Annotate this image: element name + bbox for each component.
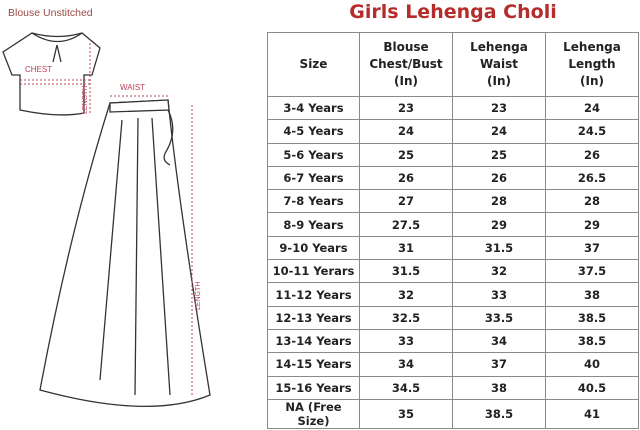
header-lehenga-length: Lehenga Length (In) xyxy=(545,32,639,97)
header-blouse-chest: Blouse Chest/Bust (In) xyxy=(359,32,453,97)
cell-size: 10-11 Yerars xyxy=(267,259,360,284)
cell-lehenga-waist: 38 xyxy=(452,375,546,400)
table-row: 13-14 Years 33 34 38.5 xyxy=(267,328,639,354)
cell-size: 13-14 Years xyxy=(267,328,360,354)
table-row: NA (Free Size) 35 38.5 41 xyxy=(267,398,639,429)
cell-lehenga-waist: 31.5 xyxy=(452,235,546,261)
cell-lehenga-waist: 23 xyxy=(452,95,546,121)
cell-lehenga-waist: 38.5 xyxy=(452,398,546,429)
cell-blouse-chest: 34 xyxy=(359,352,453,377)
cell-size: 12-13 Years xyxy=(267,305,360,330)
cell-blouse-chest: 31.5 xyxy=(359,259,453,284)
size-chart-table: Size Blouse Chest/Bust (In) Lehenga Wais… xyxy=(267,32,639,429)
table-row: 9-10 Years 31 31.5 37 xyxy=(267,235,639,261)
cell-blouse-chest: 24 xyxy=(359,119,453,144)
header-lehenga-waist: Lehenga Waist (In) xyxy=(452,32,546,97)
table-row: 4-5 Years 24 24 24.5 xyxy=(267,119,639,144)
cell-lehenga-waist: 37 xyxy=(452,352,546,377)
cell-lehenga-length: 26.5 xyxy=(545,165,639,191)
cell-lehenga-waist: 26 xyxy=(452,165,546,191)
cell-blouse-chest: 25 xyxy=(359,142,453,167)
cell-lehenga-waist: 25 xyxy=(452,142,546,167)
cell-lehenga-length: 38 xyxy=(545,282,639,307)
cell-lehenga-length: 38.5 xyxy=(545,305,639,330)
header-size: Size xyxy=(267,32,360,97)
cell-size: 8-9 Years xyxy=(267,212,360,237)
cell-lehenga-waist: 34 xyxy=(452,328,546,354)
cell-blouse-chest: 32.5 xyxy=(359,305,453,330)
table-row: 14-15 Years 34 37 40 xyxy=(267,352,639,377)
cell-blouse-chest: 35 xyxy=(359,398,453,429)
table-row: 15-16 Years 34.5 38 40.5 xyxy=(267,375,639,400)
table-row: 3-4 Years 23 23 24 xyxy=(267,95,639,121)
lehenga-choli-illustration: CHEST WAIST LENGTH LENGTH xyxy=(2,32,211,407)
table-row: 8-9 Years 27.5 29 29 xyxy=(267,212,639,237)
cell-size: 14-15 Years xyxy=(267,352,360,377)
cell-size: 15-16 Years xyxy=(267,375,360,400)
cell-size: 9-10 Years xyxy=(267,235,360,261)
cell-lehenga-waist: 33.5 xyxy=(452,305,546,330)
caption-blouse-unstitched: Blouse Unstitched xyxy=(8,7,93,19)
cell-lehenga-length: 37 xyxy=(545,235,639,261)
cell-size: 4-5 Years xyxy=(267,119,360,144)
table-header-row: Size Blouse Chest/Bust (In) Lehenga Wais… xyxy=(267,32,639,97)
cell-lehenga-length: 24 xyxy=(545,95,639,121)
cell-blouse-chest: 27.5 xyxy=(359,212,453,237)
cell-lehenga-waist: 24 xyxy=(452,119,546,144)
table-row: 10-11 Yerars 31.5 32 37.5 xyxy=(267,259,639,284)
waist-label: WAIST xyxy=(120,83,145,92)
cell-lehenga-waist: 28 xyxy=(452,189,546,214)
cell-size: 5-6 Years xyxy=(267,142,360,167)
table-row: 6-7 Years 26 26 26.5 xyxy=(267,165,639,191)
cell-lehenga-length: 37.5 xyxy=(545,259,639,284)
cell-blouse-chest: 33 xyxy=(359,328,453,354)
cell-blouse-chest: 34.5 xyxy=(359,375,453,400)
cell-size: 11-12 Years xyxy=(267,282,360,307)
blouse-length-label: LENGTH xyxy=(82,86,89,114)
blouse-drawing xyxy=(2,32,101,116)
cell-blouse-chest: 31 xyxy=(359,235,453,261)
skirt-drawing xyxy=(39,99,211,407)
cell-lehenga-waist: 29 xyxy=(452,212,546,237)
table-row: 11-12 Years 32 33 38 xyxy=(267,282,639,307)
cell-size: 7-8 Years xyxy=(267,189,360,214)
cell-lehenga-length: 40.5 xyxy=(545,375,639,400)
cell-blouse-chest: 32 xyxy=(359,282,453,307)
cell-lehenga-waist: 33 xyxy=(452,282,546,307)
cell-lehenga-length: 24.5 xyxy=(545,119,639,144)
cell-lehenga-length: 29 xyxy=(545,212,639,237)
cell-lehenga-waist: 32 xyxy=(452,259,546,284)
cell-blouse-chest: 26 xyxy=(359,165,453,191)
cell-lehenga-length: 38.5 xyxy=(545,328,639,354)
cell-lehenga-length: 40 xyxy=(545,352,639,377)
table-row: 12-13 Years 32.5 33.5 38.5 xyxy=(267,305,639,330)
cell-size: 3-4 Years xyxy=(267,95,360,121)
cell-size: NA (Free Size) xyxy=(267,398,360,429)
cell-blouse-chest: 27 xyxy=(359,189,453,214)
cell-blouse-chest: 23 xyxy=(359,95,453,121)
skirt-length-label: LENGTH xyxy=(195,282,202,310)
table-row: 5-6 Years 25 25 26 xyxy=(267,142,639,167)
cell-size: 6-7 Years xyxy=(267,165,360,191)
page-title: Girls Lehenga Choli xyxy=(349,1,557,23)
table-row: 7-8 Years 27 28 28 xyxy=(267,189,639,214)
cell-lehenga-length: 26 xyxy=(545,142,639,167)
cell-lehenga-length: 28 xyxy=(545,189,639,214)
cell-lehenga-length: 41 xyxy=(545,398,639,429)
chest-label: CHEST xyxy=(25,65,52,74)
